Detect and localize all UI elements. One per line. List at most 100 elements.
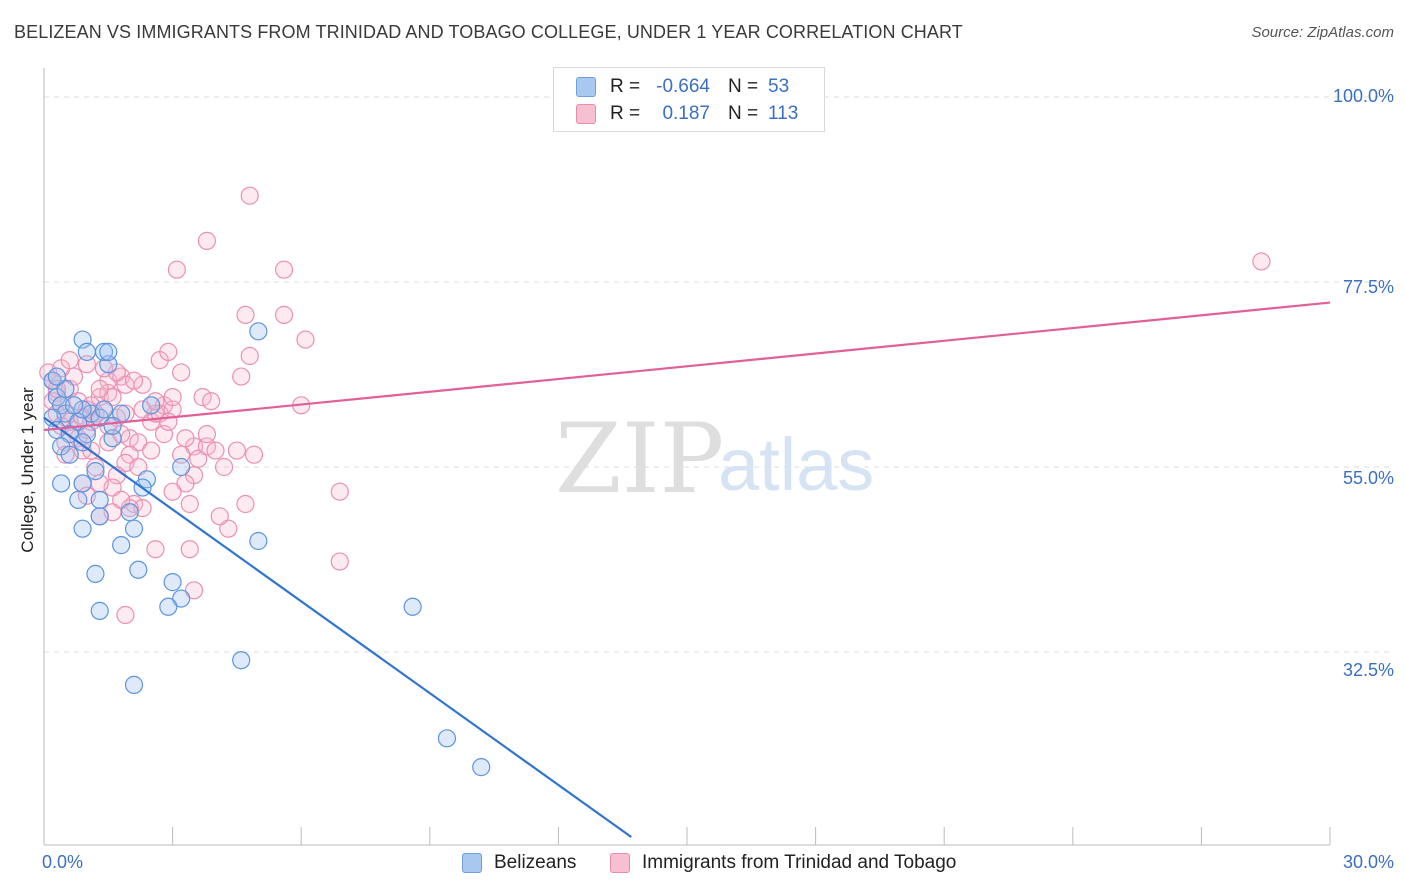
belizeans-point	[163, 573, 182, 592]
immigrants-point	[330, 552, 349, 571]
immigrants-point	[244, 445, 264, 464]
immigrants-point	[296, 330, 315, 349]
legend-swatch-immigrants	[610, 853, 630, 873]
immigrants-point	[116, 375, 135, 394]
immigrants-point	[240, 186, 259, 205]
belizeans-point	[472, 758, 491, 777]
immigrants-point	[197, 231, 216, 250]
immigrants-point	[193, 388, 212, 407]
belizeans-point	[69, 490, 88, 509]
legend-item-belizeans: Belizeans	[462, 852, 576, 874]
chart-title: BELIZEAN VS IMMIGRANTS FROM TRINIDAD AND…	[14, 22, 963, 42]
immigrants-point	[197, 437, 216, 456]
belizeans-point	[124, 519, 144, 538]
immigrants-point	[172, 445, 191, 464]
immigrants-point	[330, 482, 349, 501]
immigrants-point	[133, 400, 152, 419]
belizeans-point	[120, 503, 139, 522]
source-label: Source: ZipAtlas.com	[1251, 24, 1394, 41]
y-tick-label: 77.5%	[1342, 277, 1394, 297]
legend-n-label: N =	[728, 103, 759, 124]
y-tick-label: 55.0%	[1342, 468, 1394, 488]
legend-n-value: 53	[768, 76, 790, 97]
immigrants-point	[232, 367, 251, 386]
belizeans-point	[90, 490, 109, 509]
immigrants-point	[163, 482, 182, 501]
belizeans-point	[103, 416, 122, 435]
belizeans-point	[103, 429, 122, 448]
immigrants-point	[112, 490, 131, 509]
immigrants-trend-line	[43, 301, 1331, 432]
immigrants-point	[60, 351, 79, 370]
y-tick-label: 32.5%	[1342, 660, 1394, 680]
immigrants-point	[176, 429, 195, 448]
belizeans-point	[90, 408, 109, 427]
immigrants-point	[1252, 252, 1271, 271]
legend-r-label: R =	[610, 103, 641, 124]
immigrants-point	[124, 371, 144, 390]
immigrants-point	[120, 445, 139, 464]
immigrants-point	[129, 457, 148, 477]
belizeans-point	[99, 342, 118, 361]
immigrants-point	[236, 305, 255, 324]
belizeans-point	[112, 536, 131, 555]
gridlines	[44, 96, 1392, 653]
belizeans-point	[249, 531, 268, 551]
immigrants-point	[227, 441, 246, 460]
belizeans-point	[56, 379, 75, 398]
belizeans-point	[73, 519, 92, 538]
legend-swatch-belizeans	[462, 853, 482, 873]
belizeans-point	[137, 470, 156, 489]
belizeans-point	[172, 457, 191, 477]
belizeans-point	[129, 560, 148, 579]
x-tick-max: 30.0%	[1342, 852, 1394, 872]
immigrants-point	[77, 355, 96, 374]
belizeans-point	[60, 445, 79, 464]
legend-swatch-immigrants	[576, 104, 596, 124]
immigrants-point	[197, 425, 216, 444]
immigrants-point	[202, 392, 221, 411]
belizeans-point	[437, 729, 457, 748]
immigrants-point	[219, 519, 238, 538]
immigrants-point	[274, 260, 294, 279]
legend-n-label: N =	[728, 76, 759, 97]
immigrants-point	[184, 581, 204, 600]
belizeans-point	[90, 601, 109, 620]
legend-r-value: -0.664	[656, 76, 710, 97]
belizeans-point	[90, 507, 109, 526]
immigrants-point	[159, 342, 178, 361]
immigrants-point	[274, 305, 294, 324]
belizeans-point	[124, 675, 144, 694]
belizeans-point	[249, 322, 268, 341]
belizeans-point	[77, 342, 96, 361]
belizeans-point	[94, 400, 114, 419]
legend-item-immigrants: Immigrants from Trinidad and Tobago	[610, 852, 956, 874]
belizeans-point	[232, 651, 251, 670]
legend-r-value: 0.187	[662, 103, 710, 124]
legend-swatch-belizeans	[576, 77, 596, 97]
immigrants-point	[236, 494, 255, 514]
x-tick-min: 0.0%	[42, 852, 84, 872]
belizeans-point	[73, 400, 92, 419]
immigrants-point	[180, 494, 199, 514]
belizeans-point	[73, 433, 92, 452]
immigrants-point	[90, 379, 109, 398]
series-legend: Belizeans Immigrants from Trinidad and T…	[0, 852, 1406, 876]
immigrants-point	[159, 412, 178, 431]
belizeans-point	[64, 396, 84, 415]
immigrants-point	[180, 540, 199, 559]
immigrants-point	[210, 507, 229, 526]
belizeans-point	[159, 597, 178, 616]
legend-r-label: R =	[610, 76, 641, 97]
belizeans-point	[86, 564, 105, 583]
belizeans-point	[403, 597, 422, 616]
y-tick-label: 100.0%	[1332, 86, 1394, 106]
immigrants-point	[146, 540, 165, 559]
legend-label-immigrants: Immigrants from Trinidad and Tobago	[642, 852, 957, 873]
belizeans-point	[142, 396, 161, 415]
watermark-atlas: atlas	[718, 423, 874, 506]
legend-row-immigrants: R = 0.187 N = 113	[576, 101, 798, 127]
belizeans-point	[52, 474, 71, 493]
